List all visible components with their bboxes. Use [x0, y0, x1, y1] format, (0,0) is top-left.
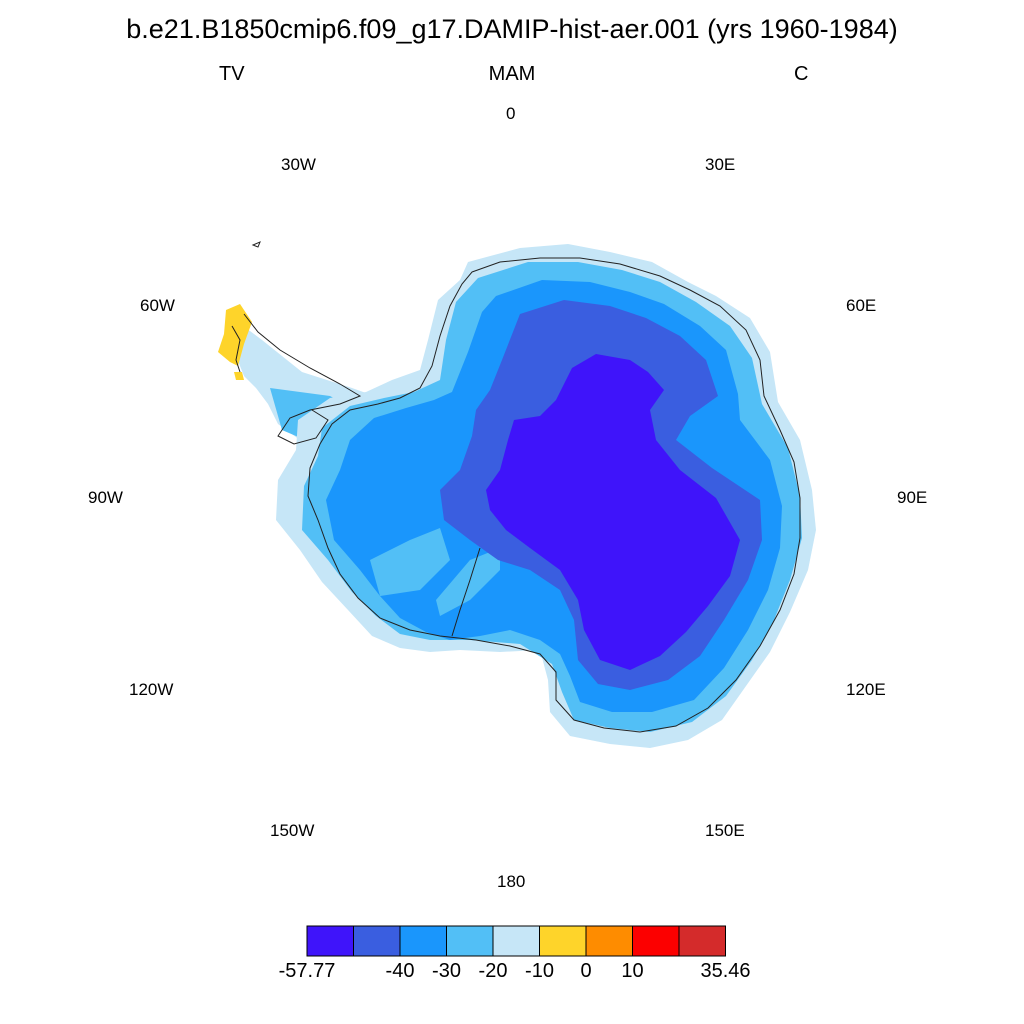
lon-label-30e: 30E: [705, 155, 736, 174]
colorbar-swatch: [446, 925, 494, 957]
lon-label-60w: 60W: [140, 296, 175, 315]
colorbar-tick-label: 0: [580, 960, 592, 982]
colorbar-tick-label: -40: [385, 960, 415, 982]
colorbar-tick-label: -57.77: [278, 960, 336, 982]
colorbar-tick-label: -30: [432, 960, 461, 982]
colorbar-swatch: [632, 925, 680, 957]
lon-label-120w: 120W: [129, 680, 174, 699]
lon-label-180: 180: [497, 872, 526, 891]
lon-label-0: 0: [506, 104, 516, 123]
lon-label-120e: 120E: [846, 680, 886, 699]
colorbar-swatch: [353, 925, 401, 957]
colorbar-tick-label: 35.46: [700, 960, 751, 982]
continent-field: [276, 244, 816, 748]
lon-label-30w: 30W: [281, 155, 316, 174]
colorbar-tick-label: -20: [478, 960, 508, 982]
colorbar-swatch: [492, 925, 540, 957]
colorbar-swatch: [539, 925, 587, 957]
coastline: [231, 241, 801, 733]
lon-label-90e: 90E: [897, 488, 928, 507]
season-label: MAM: [488, 63, 536, 85]
colorbar-swatch: [585, 925, 633, 957]
variable-label: TV: [219, 63, 245, 85]
lon-label-150e: 150E: [705, 821, 745, 840]
colorbar-tick-label: 10: [621, 960, 644, 982]
colorbar-tick-label: -10: [525, 960, 554, 982]
lon-label-150w: 150W: [270, 821, 315, 840]
plot-title: b.e21.B1850cmip6.f09_g17.DAMIP-hist-aer.…: [126, 14, 898, 44]
colorbar-swatch: [306, 925, 354, 957]
lon-label-90w: 90W: [88, 488, 123, 507]
lon-label-60e: 60E: [846, 296, 877, 315]
colorbar-swatch: [678, 925, 726, 957]
colorbar-swatch: [399, 925, 447, 957]
units-label: C: [794, 63, 809, 85]
